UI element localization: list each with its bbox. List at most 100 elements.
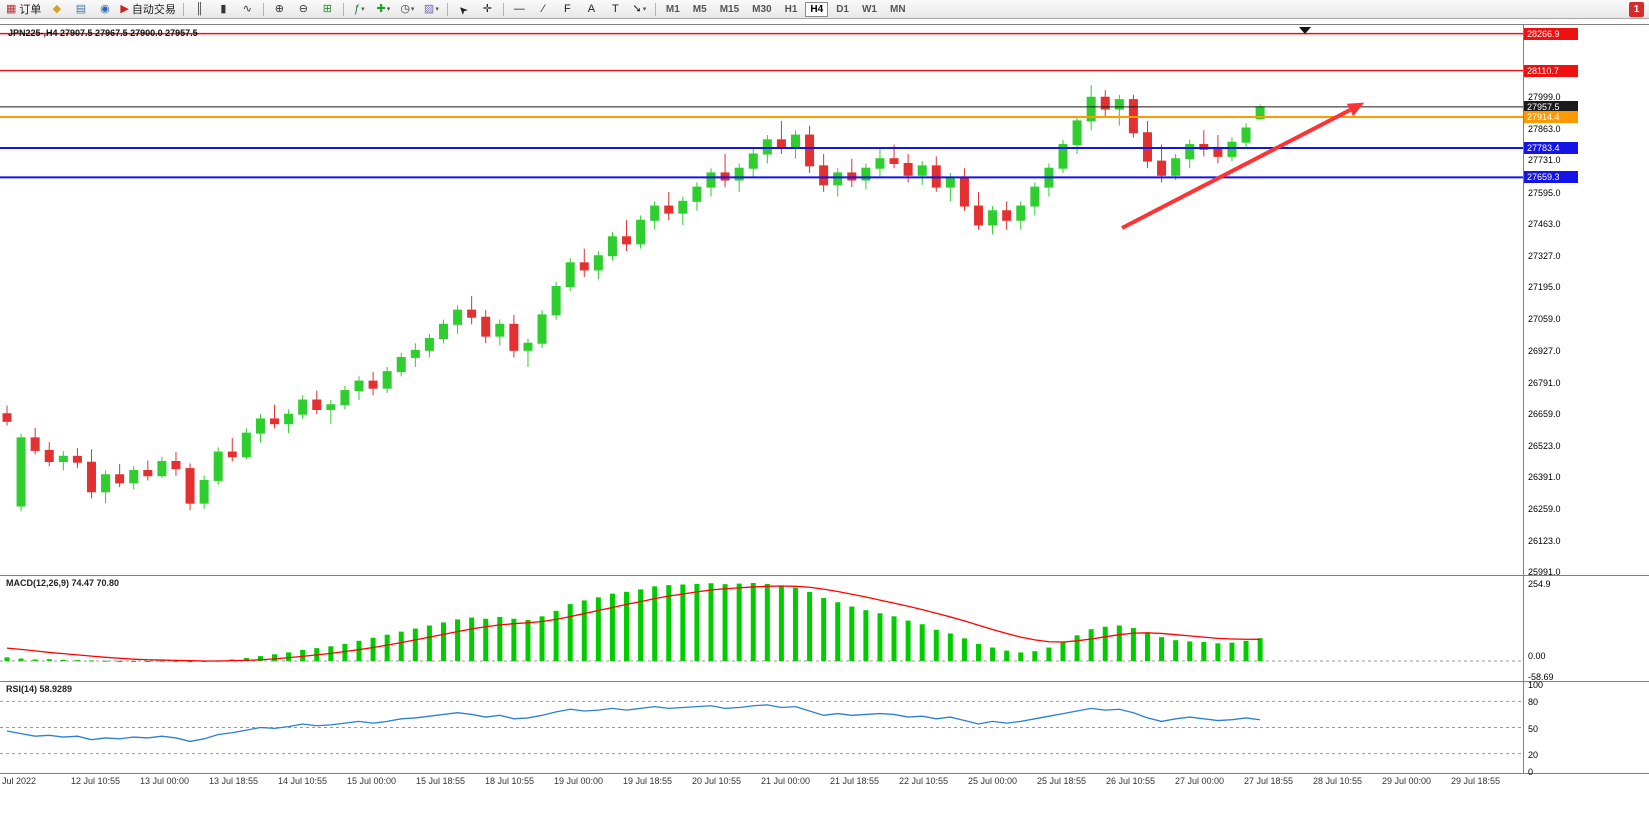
timeframe-m30[interactable]: M30 xyxy=(752,3,772,15)
print-icon: ▤ xyxy=(75,2,87,15)
macd-bar xyxy=(1018,652,1024,661)
candle xyxy=(1227,137,1237,162)
autotrade-button[interactable]: ▶ 自动交易 xyxy=(117,0,178,18)
toolbar-separator xyxy=(342,2,344,16)
macd-bar xyxy=(1144,632,1150,661)
templates-icon[interactable]: ▨ ▾ xyxy=(420,0,443,18)
timeframe-m5[interactable]: M5 xyxy=(692,3,707,15)
timeframe-w1[interactable]: W1 xyxy=(861,3,877,15)
macd-bar xyxy=(88,660,94,662)
candle xyxy=(171,452,181,476)
macd-bar xyxy=(638,589,644,661)
macd-bar xyxy=(1088,629,1094,661)
candle xyxy=(101,470,111,504)
candle xyxy=(72,448,82,469)
time-axis-label: Jul 2022 xyxy=(2,776,37,786)
timeframe-m15[interactable]: M15 xyxy=(719,3,740,15)
candle xyxy=(340,385,350,410)
candle xyxy=(298,395,308,419)
macd-bar xyxy=(1116,625,1122,661)
chevron-down-icon: ▾ xyxy=(435,6,439,13)
macd-bar xyxy=(891,616,897,661)
zoom-in-icon[interactable]: ⊕ xyxy=(268,0,291,18)
macd-bar xyxy=(398,631,404,661)
zoom-out-icon[interactable]: ⊖ xyxy=(292,0,315,18)
price-axis-label: 27595.0 xyxy=(1528,187,1561,198)
macd-bar xyxy=(117,661,123,662)
candle xyxy=(1213,135,1223,164)
macd-bar xyxy=(74,660,80,662)
new-chart-icon[interactable]: ✚ ▾ xyxy=(372,0,395,18)
price-axis-label: 27863.0 xyxy=(1528,124,1561,135)
time-axis-label: 29 Jul 18:55 xyxy=(1451,776,1501,786)
bar-chart-icon[interactable]: ║ xyxy=(188,0,211,18)
candle xyxy=(213,447,223,485)
indicators-icon[interactable]: ƒ ▾ xyxy=(348,0,371,18)
candle xyxy=(44,442,54,467)
candle xyxy=(157,456,167,479)
macd-bar xyxy=(750,583,756,661)
text-icon[interactable]: A xyxy=(580,0,603,18)
fibonacci-icon[interactable]: F xyxy=(556,0,579,18)
period-icon[interactable]: ◷ ▾ xyxy=(396,0,419,18)
line-chart-icon[interactable]: ∿ xyxy=(236,0,259,18)
candle xyxy=(805,125,815,173)
timeframe-h4[interactable]: H4 xyxy=(805,1,829,17)
print-icon[interactable]: ▤ xyxy=(69,0,92,18)
candle xyxy=(1016,201,1026,230)
candle xyxy=(1058,139,1068,173)
time-axis-label: 19 Jul 18:55 xyxy=(623,776,673,786)
toolbar-separator xyxy=(502,2,504,16)
chart-canvas[interactable] xyxy=(0,20,1649,835)
macd-bar xyxy=(553,610,559,661)
timeframe-mn[interactable]: MN xyxy=(889,3,906,15)
notification-badge[interactable]: 1 xyxy=(1629,2,1644,17)
cursor-icon: ➤ xyxy=(455,1,471,17)
time-axis-label: 13 Jul 00:00 xyxy=(140,776,190,786)
market-watch-icon[interactable]: ◆ xyxy=(45,0,68,18)
candle xyxy=(1171,154,1181,181)
candle xyxy=(565,258,575,292)
candle xyxy=(678,196,688,225)
object-anchor-marker[interactable] xyxy=(1299,27,1311,34)
price-axis-label: 26659.0 xyxy=(1528,408,1561,419)
text-label-icon[interactable]: T xyxy=(604,0,627,18)
time-axis-label: 18 Jul 10:55 xyxy=(485,776,535,786)
rsi-scale-label: 80 xyxy=(1528,697,1539,708)
macd-bar xyxy=(257,656,263,661)
macd-bar xyxy=(581,600,587,661)
candlestick-chart-icon[interactable]: ▮ xyxy=(212,0,235,18)
macd-bar xyxy=(680,584,686,661)
macd-bar xyxy=(807,591,813,661)
macd-bar xyxy=(1046,647,1052,661)
candle xyxy=(86,449,96,499)
cursor-icon[interactable]: ➤ xyxy=(452,0,475,18)
trend-arrow[interactable] xyxy=(1121,108,1351,230)
arrows-icon[interactable]: ➘ ▾ xyxy=(628,0,651,18)
candle xyxy=(354,376,364,401)
macd-bar xyxy=(1229,642,1235,661)
horizontal-line-icon[interactable]: — xyxy=(508,0,531,18)
toolbar-separator xyxy=(446,2,448,16)
macd-bar xyxy=(694,583,700,661)
symbol-label: JPN225-,H4 27907.5 27967.5 27900.0 27957… xyxy=(8,28,198,38)
price-axis-label: 25991.0 xyxy=(1528,566,1561,577)
macd-bar xyxy=(1130,627,1136,661)
macd-bar xyxy=(356,640,362,661)
time-axis-label: 27 Jul 18:55 xyxy=(1244,776,1294,786)
data-window-icon[interactable]: ◉ xyxy=(93,0,116,18)
timeframe-h1[interactable]: H1 xyxy=(784,3,798,15)
price-level-badge: 28266.9 xyxy=(1524,27,1578,40)
candle xyxy=(1030,182,1040,216)
tile-windows-icon[interactable]: ⊞ xyxy=(316,0,339,18)
macd-bar xyxy=(1060,642,1066,661)
data-window-icon: ◉ xyxy=(100,2,110,15)
timeframe-d1[interactable]: D1 xyxy=(836,3,849,15)
new-order-button[interactable]: ▦ 订单 xyxy=(3,0,44,18)
crosshair-icon[interactable]: ✛ xyxy=(476,0,499,18)
candle xyxy=(551,281,561,320)
timeframe-m1[interactable]: M1 xyxy=(665,3,680,15)
trendline-icon[interactable]: ∕ xyxy=(532,0,555,18)
chevron-down-icon: ▾ xyxy=(361,6,365,13)
candle xyxy=(706,168,716,197)
